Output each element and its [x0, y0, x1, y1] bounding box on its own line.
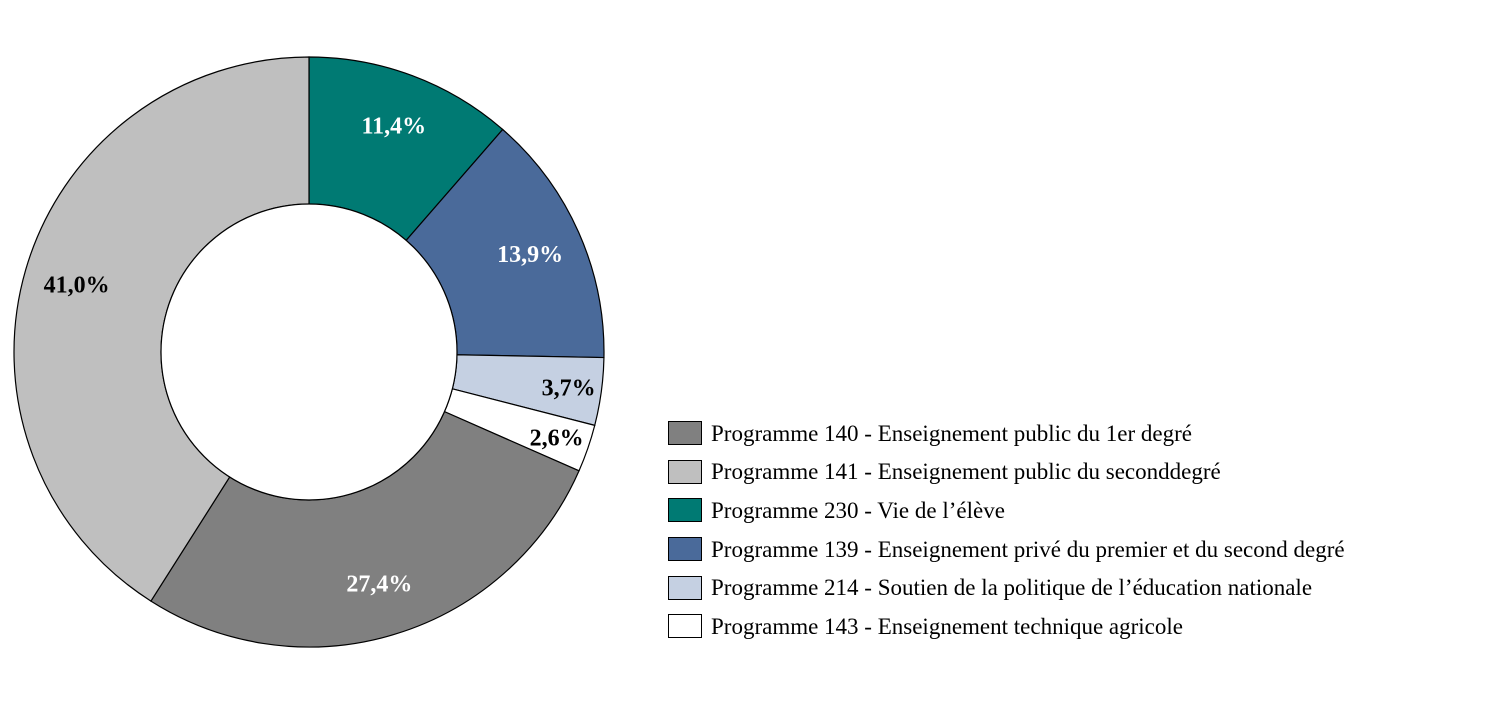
legend-item: Programme 139 - Enseignement privé du pr… [668, 530, 1345, 569]
slice-value-label: 41,0% [44, 272, 110, 298]
donut-chart-plot: 11,4% 13,9% 3,7% 2,6% 27,4% 41,0% [13, 56, 605, 648]
legend-swatch [668, 537, 702, 562]
slice-value-label: 27,4% [346, 572, 412, 598]
legend-item: Programme 140 - Enseignement public du 1… [668, 414, 1345, 453]
legend-swatch [668, 575, 702, 600]
legend-label: Programme 214 - Soutien de la politique … [711, 575, 1313, 601]
legend-label: Programme 143 - Enseignement technique a… [711, 613, 1183, 639]
legend-label: Programme 140 - Enseignement public du 1… [711, 420, 1192, 446]
legend-item: Programme 141 - Enseignement public du s… [668, 453, 1345, 492]
legend-item: Programme 230 - Vie de l’élève [668, 491, 1345, 530]
legend-swatch [668, 614, 702, 639]
legend-swatch [668, 498, 702, 523]
legend-label: Programme 139 - Enseignement privé du pr… [711, 536, 1345, 562]
chart-legend: Programme 140 - Enseignement public du 1… [668, 414, 1345, 646]
slice-value-label: 3,7% [542, 375, 596, 401]
slice-value-label: 13,9% [497, 242, 563, 268]
slice-value-label: 11,4% [361, 113, 426, 139]
legend-item: Programme 143 - Enseignement technique a… [668, 607, 1345, 646]
slice-value-label: 2,6% [530, 426, 584, 452]
legend-swatch [668, 459, 702, 484]
legend-item: Programme 214 - Soutien de la politique … [668, 568, 1345, 607]
legend-label: Programme 230 - Vie de l’élève [711, 497, 1005, 523]
donut-hole [160, 203, 458, 501]
legend-swatch [668, 421, 702, 446]
legend-label: Programme 141 - Enseignement public du s… [711, 459, 1221, 485]
